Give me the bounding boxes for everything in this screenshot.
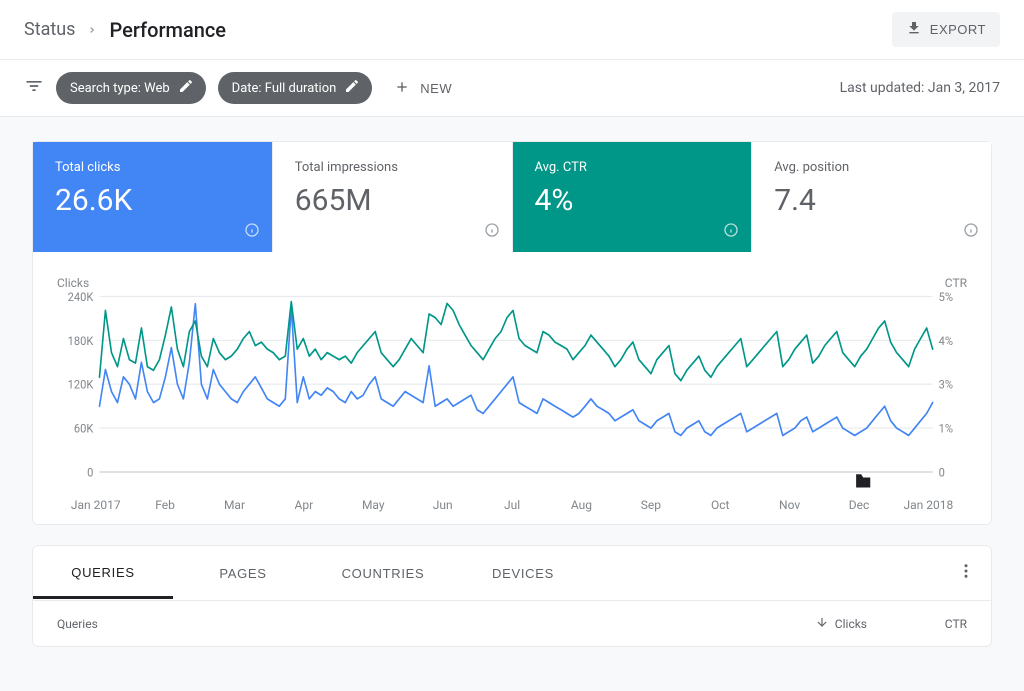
tab-pages[interactable]: PAGES: [173, 550, 313, 597]
metric-value: 665M: [295, 183, 490, 218]
svg-text:180K: 180K: [68, 333, 94, 348]
info-icon[interactable]: [723, 222, 739, 242]
breadcrumb-root[interactable]: Status: [24, 19, 75, 40]
performance-card: Total clicks 26.6K Total impressions 665M Av…: [32, 141, 992, 525]
tab-countries[interactable]: COUNTRIES: [313, 550, 453, 597]
left-axis-label: Clicks: [57, 276, 89, 290]
export-label: EXPORT: [930, 22, 986, 37]
right-axis-label: CTR: [945, 276, 967, 290]
search-type-chip[interactable]: Search type: Web: [56, 72, 206, 104]
info-icon[interactable]: [484, 222, 500, 242]
pencil-icon: [178, 78, 194, 98]
col-clicks-label: Clicks: [835, 617, 867, 631]
metric-card-avg_ctr[interactable]: Avg. CTR 4%: [513, 142, 753, 252]
metric-value: 4%: [535, 183, 730, 218]
plus-icon: [394, 79, 410, 98]
svg-text:4%: 4%: [939, 333, 954, 348]
x-axis-tick: Jan 2018: [894, 498, 963, 512]
tab-devices[interactable]: DEVICES: [453, 550, 593, 597]
metric-card-total_clicks[interactable]: Total clicks 26.6K: [33, 142, 273, 252]
last-updated-text: Last updated: Jan 3, 2017: [840, 80, 1000, 96]
search-type-chip-label: Search type: Web: [70, 81, 170, 96]
export-button[interactable]: EXPORT: [892, 12, 1000, 47]
x-axis-tick: Apr: [269, 498, 338, 512]
metric-card-total_impressions[interactable]: Total impressions 665M: [273, 142, 513, 252]
chevron-right-icon: [87, 20, 97, 39]
chart-container: Clicks CTR 240K 5% 180K 4% 120K 3% 60K 1% 0 0 Jan…: [33, 252, 991, 524]
pencil-icon: [344, 78, 360, 98]
svg-text:3%: 3%: [939, 377, 954, 392]
x-axis-tick: Jun: [408, 498, 477, 512]
filter-icon[interactable]: [24, 76, 44, 100]
new-filter-button[interactable]: NEW: [384, 73, 462, 104]
svg-text:5%: 5%: [939, 292, 954, 304]
arrow-down-icon: [815, 615, 829, 632]
info-icon[interactable]: [963, 222, 979, 242]
x-axis-tick: Oct: [686, 498, 755, 512]
info-icon[interactable]: [244, 222, 260, 242]
metric-label: Total impressions: [295, 160, 490, 175]
svg-text:60K: 60K: [74, 421, 94, 436]
x-axis-tick: Mar: [200, 498, 269, 512]
breadcrumb-current: Performance: [109, 18, 226, 42]
metric-label: Total clicks: [55, 160, 250, 175]
x-axis-tick: Feb: [130, 498, 199, 512]
data-table-card: QUERIESPAGESCOUNTRIESDEVICES Queries Cli…: [32, 545, 992, 647]
filter-bar: Search type: Web Date: Full duration NEW…: [0, 60, 1024, 117]
x-axis-tick: Dec: [824, 498, 893, 512]
line-chart: 240K 5% 180K 4% 120K 3% 60K 1% 0 0: [57, 292, 967, 492]
svg-text:0: 0: [87, 465, 93, 480]
x-axis-tick: Nov: [755, 498, 824, 512]
x-axis-tick: May: [339, 498, 408, 512]
metric-value: 26.6K: [55, 183, 250, 218]
x-axis-tick: Aug: [547, 498, 616, 512]
x-axis-tick: Sep: [616, 498, 685, 512]
tab-queries[interactable]: QUERIES: [33, 549, 173, 599]
table-header: Queries Clicks CTR: [33, 601, 991, 646]
metric-card-avg_position[interactable]: Avg. position 7.4: [752, 142, 991, 252]
x-axis-tick: Jul: [477, 498, 546, 512]
metric-label: Avg. position: [774, 160, 969, 175]
download-icon: [906, 20, 922, 39]
svg-text:240K: 240K: [68, 292, 94, 304]
breadcrumb: Status Performance: [24, 18, 226, 42]
metric-row: Total clicks 26.6K Total impressions 665M Av…: [33, 142, 991, 252]
col-queries[interactable]: Queries: [57, 617, 747, 631]
metric-label: Avg. CTR: [535, 160, 730, 175]
date-chip[interactable]: Date: Full duration: [218, 72, 373, 104]
new-filter-label: NEW: [420, 81, 452, 96]
more-icon[interactable]: [941, 546, 991, 600]
tabs-row: QUERIESPAGESCOUNTRIESDEVICES: [33, 546, 991, 601]
svg-text:120K: 120K: [68, 377, 94, 392]
x-axis-tick: Jan 2017: [61, 498, 130, 512]
svg-text:1%: 1%: [939, 421, 954, 436]
svg-text:0: 0: [939, 465, 945, 480]
x-axis-labels: Jan 2017FebMarAprMayJunJulAugSepOctNovDe…: [57, 498, 967, 512]
page-body: Total clicks 26.6K Total impressions 665M Av…: [0, 117, 1024, 691]
metric-value: 7.4: [774, 183, 969, 218]
col-ctr[interactable]: CTR: [867, 617, 967, 631]
col-clicks[interactable]: Clicks: [747, 615, 867, 632]
top-bar: Status Performance EXPORT: [0, 0, 1024, 60]
date-chip-label: Date: Full duration: [232, 81, 337, 96]
